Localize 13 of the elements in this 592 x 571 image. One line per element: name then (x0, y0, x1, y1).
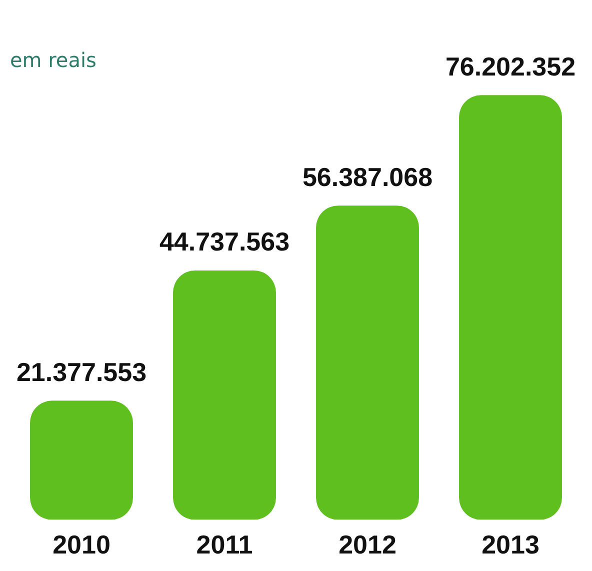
bar (316, 206, 419, 520)
x-tick-label: 2011 (196, 530, 253, 560)
chart-subtitle: em reais (10, 48, 96, 72)
x-tick-label: 2012 (338, 530, 396, 560)
x-tick-label: 2013 (482, 530, 540, 560)
data-label: 76.202.352 (445, 51, 576, 82)
x-tick-label: 2010 (52, 530, 110, 560)
bar (459, 95, 562, 520)
data-label: 44.737.563 (159, 226, 290, 257)
bar (173, 270, 276, 520)
data-label: 56.387.068 (302, 162, 433, 192)
data-label: 21.377.553 (16, 356, 147, 387)
bar (30, 400, 133, 520)
